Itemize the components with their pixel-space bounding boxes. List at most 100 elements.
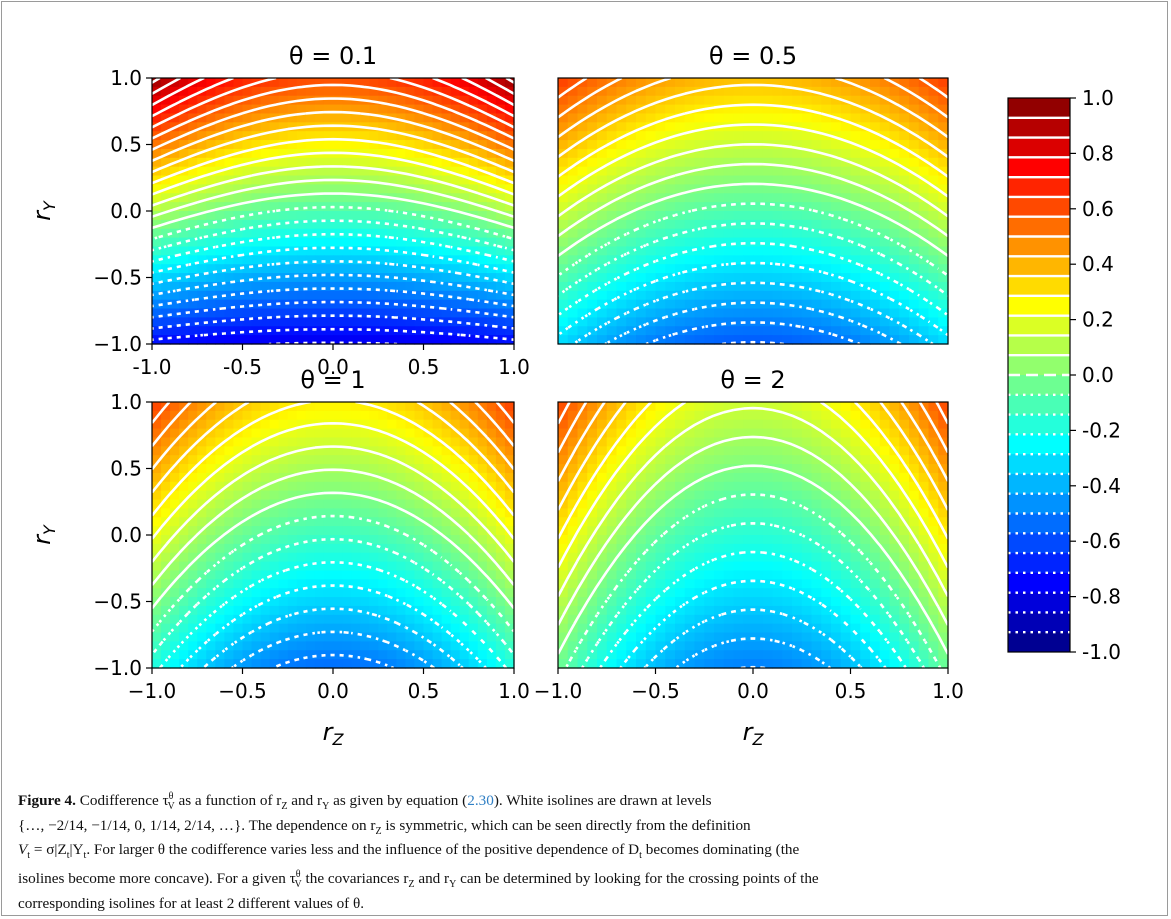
heatmap-cell — [161, 211, 171, 221]
heatmap-cell — [251, 579, 262, 589]
heatmap-cell — [636, 308, 647, 318]
heatmap-cell — [414, 131, 425, 141]
heatmap-cell — [251, 184, 262, 194]
heatmap-cell — [909, 605, 920, 616]
heatmap-cell — [333, 543, 343, 554]
heatmap-cell — [645, 437, 657, 447]
heatmap-cell — [616, 184, 627, 194]
heatmap-cell — [215, 326, 225, 336]
heatmap-cell — [597, 308, 608, 318]
heatmap-cell — [636, 419, 647, 430]
heatmap-cell — [260, 228, 271, 239]
heatmap-cell — [694, 517, 705, 527]
heatmap-cell — [772, 193, 783, 203]
heatmap-cell — [233, 455, 244, 465]
heatmap-cell — [170, 264, 180, 274]
heatmap-cell — [179, 175, 189, 185]
heatmap-cell — [733, 273, 744, 283]
heatmap-cell — [840, 632, 852, 642]
heatmap-cell — [378, 326, 388, 336]
heatmap-cell — [743, 659, 754, 669]
heatmap-cell — [459, 228, 470, 239]
heatmap-cell — [704, 228, 715, 239]
heatmap-cell — [260, 255, 271, 265]
heatmap-cell — [242, 623, 253, 634]
heatmap-cell — [224, 481, 235, 492]
heatmap-cell — [396, 219, 406, 230]
heatmap-cell — [723, 623, 735, 634]
heatmap-cell — [405, 614, 416, 625]
isoline — [152, 468, 514, 586]
heatmap-cell — [387, 95, 397, 106]
heatmap-cell — [850, 490, 861, 501]
heatmap-cell — [684, 131, 696, 141]
heatmap-cell — [821, 193, 832, 203]
heatmap-cell — [170, 455, 180, 465]
heatmap-cell — [260, 308, 271, 318]
heatmap-cell — [704, 464, 715, 474]
heatmap-cell — [423, 131, 434, 141]
heatmap-cell — [879, 419, 891, 430]
heatmap-cell — [782, 517, 793, 527]
isoline — [152, 137, 514, 185]
heatmap-cell — [369, 193, 379, 203]
heatmap-cell — [645, 246, 657, 256]
heatmap-cell — [351, 499, 361, 509]
heatmap-cell — [414, 588, 425, 598]
heatmap-cell — [179, 464, 189, 474]
heatmap-cell — [251, 211, 262, 221]
heatmap-cell — [840, 402, 852, 412]
heatmap-cell — [441, 526, 452, 536]
heatmap-cell — [432, 148, 443, 159]
heatmap-cell — [597, 455, 608, 465]
heatmap-cell — [296, 299, 307, 310]
heatmap-cell — [733, 211, 744, 221]
heatmap-cell — [645, 632, 657, 642]
heatmap-cell — [351, 641, 361, 651]
heatmap-cell — [938, 317, 949, 327]
heatmap-cell — [224, 140, 235, 150]
heatmap-cell — [170, 228, 180, 239]
heatmap-cell — [278, 455, 289, 465]
heatmap-cell — [821, 184, 832, 194]
heatmap-cell — [468, 543, 479, 554]
heatmap-cell — [792, 308, 803, 318]
heatmap-cell — [360, 299, 370, 310]
heatmap-cell — [170, 410, 180, 421]
heatmap-cell — [567, 299, 579, 310]
heatmap-cell — [423, 402, 434, 412]
heatmap-cell — [378, 228, 388, 239]
heatmap-cell — [665, 211, 676, 221]
heatmap-cell — [782, 659, 793, 669]
heatmap-cell — [342, 650, 352, 660]
heatmap-cell — [850, 597, 861, 607]
heatmap-cell — [714, 614, 725, 625]
heatmap-cell — [287, 113, 298, 123]
heatmap-cell — [495, 202, 506, 212]
heatmap-cell — [233, 552, 244, 563]
heatmap-cell — [675, 255, 686, 265]
heatmap-cell — [459, 428, 470, 439]
heatmap-cell — [378, 402, 388, 412]
heatmap-cell — [850, 464, 861, 474]
heatmap-cell — [889, 579, 900, 589]
heatmap-cell — [577, 184, 588, 194]
colorbar-band — [1008, 335, 1070, 356]
heatmap-cell — [161, 437, 171, 447]
heatmap-cell — [792, 299, 803, 310]
heatmap-cell — [694, 632, 705, 642]
heatmap-cell — [743, 641, 754, 651]
heatmap-cell — [170, 464, 180, 474]
heatmap-cell — [743, 228, 754, 239]
heatmap-cell — [792, 641, 803, 651]
heatmap-cell — [342, 308, 352, 318]
heatmap-cell — [387, 535, 397, 545]
heatmap-cell — [694, 122, 705, 132]
heatmap-cell — [432, 472, 443, 483]
heatmap-cell — [694, 193, 705, 203]
heatmap-cell — [441, 446, 452, 456]
heatmap-cell — [772, 623, 783, 634]
heatmap-cell — [333, 273, 343, 283]
heatmap-cell — [772, 526, 783, 536]
heatmap-cell — [889, 140, 900, 150]
